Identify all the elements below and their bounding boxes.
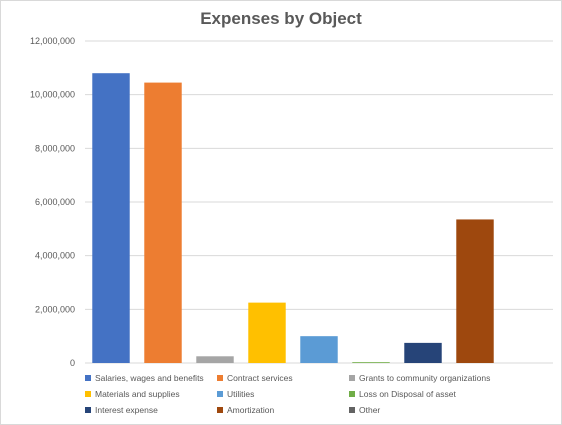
legend-item: Salaries, wages and benefits: [85, 373, 217, 383]
y-tick-label: 0: [70, 358, 75, 368]
bar-contract-services: [144, 82, 182, 363]
legend-label: Other: [359, 405, 381, 415]
y-tick-label: 4,000,000: [35, 251, 75, 261]
y-tick-label: 8,000,000: [35, 143, 75, 153]
y-tick-label: 6,000,000: [35, 197, 75, 207]
legend-swatch: [349, 407, 355, 413]
bar-salaries-wages-and-benefits: [92, 73, 130, 363]
bar-materials-and-supplies: [248, 302, 286, 363]
chart-legend: Salaries, wages and benefits Contract ser…: [85, 373, 555, 415]
legend-swatch: [217, 391, 223, 397]
legend-swatch: [217, 407, 223, 413]
legend-label: Materials and supplies: [95, 389, 180, 399]
legend-label: Contract services: [227, 373, 293, 383]
legend-item: Contract services: [217, 373, 349, 383]
legend-label: Loss on Disposal of asset: [359, 389, 456, 399]
legend-label: Grants to community organizations: [359, 373, 491, 383]
legend-swatch: [85, 391, 91, 397]
legend-item: Interest expense: [85, 405, 217, 415]
legend-label: Amortization: [227, 405, 275, 415]
legend-swatch: [85, 407, 91, 413]
legend-swatch: [217, 375, 223, 381]
legend-item: Grants to community organizations: [349, 373, 539, 383]
bar-grants-to-community-organizations: [196, 356, 234, 363]
legend-item: Materials and supplies: [85, 389, 217, 399]
legend-label: Utilities: [227, 389, 255, 399]
legend-swatch: [85, 375, 91, 381]
chart-title: Expenses by Object: [200, 9, 362, 28]
legend-item: Loss on Disposal of asset: [349, 389, 539, 399]
legend-swatch: [349, 375, 355, 381]
legend-swatch: [349, 391, 355, 397]
y-tick-label: 12,000,000: [30, 36, 75, 46]
bar-interest-expense: [404, 342, 442, 363]
legend-item: Utilities: [217, 389, 349, 399]
bar-loss-on-disposal-of-asset: [352, 362, 390, 363]
bar-amortization: [456, 219, 494, 363]
legend-item: Amortization: [217, 405, 349, 415]
legend-label: Salaries, wages and benefits: [95, 373, 204, 383]
bar-utilities: [300, 336, 338, 363]
y-tick-label: 10,000,000: [30, 90, 75, 100]
legend-label: Interest expense: [95, 405, 158, 415]
y-tick-label: 2,000,000: [35, 304, 75, 314]
legend-item: Other: [349, 405, 539, 415]
